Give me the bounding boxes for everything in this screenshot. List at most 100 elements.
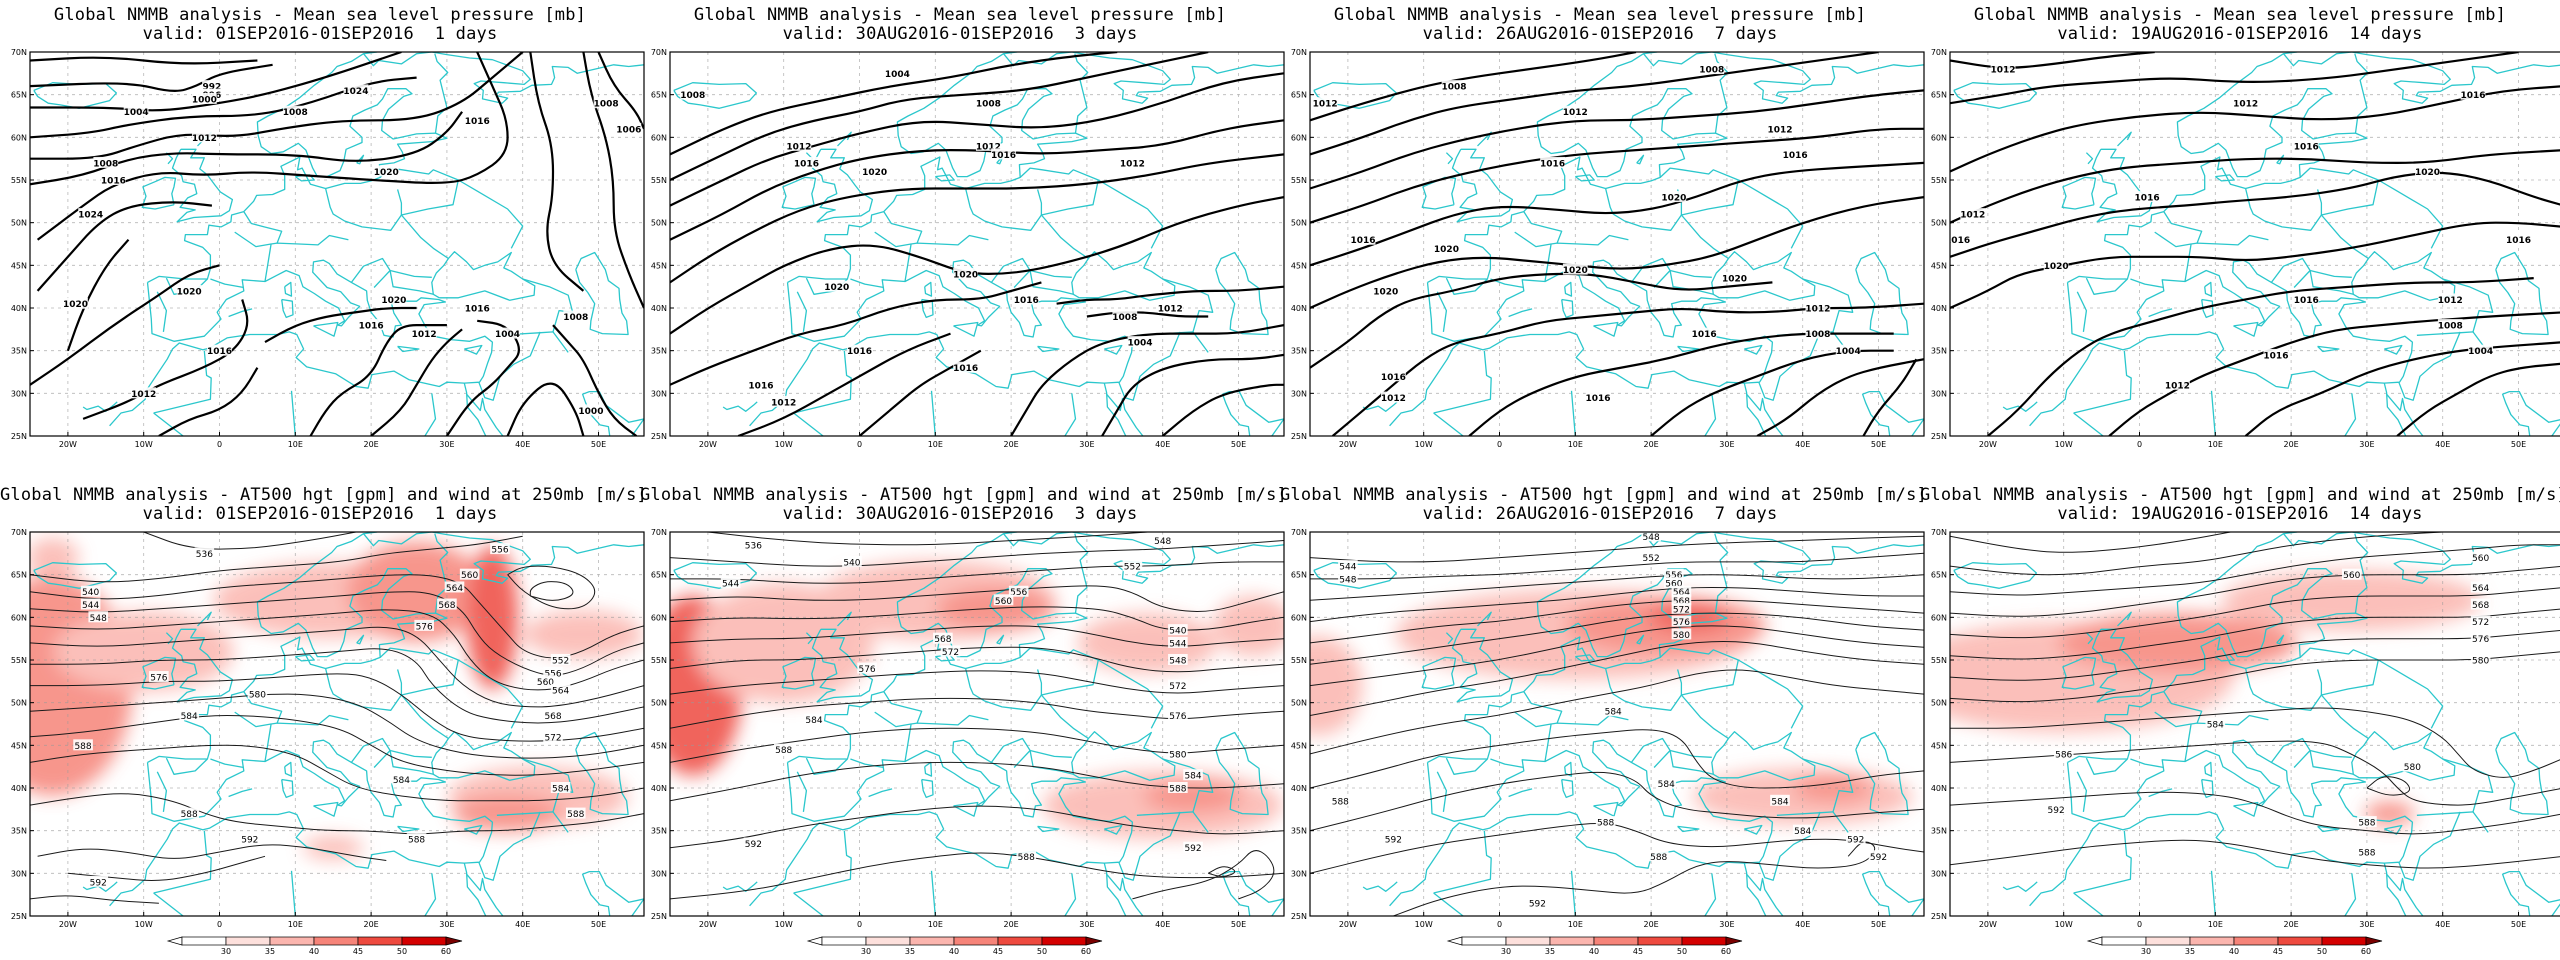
contour-label: 1012 [771, 398, 796, 408]
jet-core [1213, 595, 1284, 656]
coastline [350, 737, 391, 768]
coastline [82, 401, 118, 412]
coastline [362, 532, 432, 547]
lat-tick-label: 35N [11, 827, 27, 836]
map-panel-mslp-7d: Global NMMB analysis - Mean sea level pr… [1280, 0, 1925, 480]
coastline [1523, 691, 1563, 724]
lon-tick-label: 30E [1079, 440, 1094, 449]
coastline [1570, 390, 1577, 436]
colorbar-swatch [2145, 936, 2191, 946]
coastline [109, 259, 494, 427]
coastline [1953, 562, 2038, 589]
coastline [793, 830, 852, 894]
contour-label: 592 [2048, 806, 2065, 816]
lon-tick-label: 10E [2208, 920, 2223, 929]
coastline [1221, 390, 1284, 436]
height-contour [670, 670, 1284, 695]
lat-tick-label: 40N [11, 304, 27, 313]
isobar [1650, 349, 1894, 436]
contour-label: 556 [544, 669, 561, 679]
coastline [1669, 749, 1714, 775]
coastline [1477, 611, 1492, 627]
lat-tick-label: 50N [651, 219, 667, 228]
lon-tick-label: 50E [591, 440, 606, 449]
isobar [1086, 311, 1209, 318]
height-contour [670, 697, 1284, 729]
coastline [934, 174, 955, 182]
colorbar-tick-label: 60 [1721, 947, 1731, 956]
colorbar-swatch [821, 936, 867, 946]
coastline [2317, 345, 2340, 353]
isobar [30, 264, 220, 386]
contour-label: 568 [544, 712, 561, 722]
height-contour [30, 574, 644, 659]
lat-tick-label: 45N [1931, 261, 1947, 270]
contour-label: 992 [203, 83, 222, 93]
contour-label: 592 [1870, 853, 1887, 863]
coastline [33, 562, 118, 589]
height-contour [1207, 866, 1236, 877]
coastline [496, 811, 569, 833]
coastline [2204, 281, 2213, 297]
coastline [2073, 830, 2132, 894]
contour-label: 1008 [1805, 330, 1830, 340]
coastline [2085, 632, 2094, 645]
coastline [781, 176, 817, 210]
coastline [2233, 801, 2259, 817]
height-contour [1310, 625, 1924, 687]
contour-label: 584 [181, 712, 198, 722]
contour-label: 1000 [192, 95, 217, 105]
isobar [2108, 311, 2560, 436]
isobar [1862, 358, 1918, 436]
height-contour [1950, 532, 2443, 576]
isobar [30, 76, 417, 139]
isobar [36, 201, 213, 292]
lon-tick-label: 10E [928, 440, 943, 449]
coastline [1445, 757, 1488, 775]
isobar [1950, 52, 2155, 69]
colorbar-tick-label: 35 [1545, 947, 1555, 956]
isobar [2244, 341, 2560, 436]
isobar [158, 367, 259, 436]
lon-tick-label: 10W [2055, 440, 2073, 449]
contour-label: 572 [1673, 605, 1690, 615]
height-contour [1310, 612, 1924, 665]
isobar [552, 324, 638, 436]
coastline [153, 830, 212, 894]
lat-tick-label: 35N [1291, 827, 1307, 836]
contour-label: 1012 [412, 330, 437, 340]
coastline [2002, 401, 2038, 412]
coastline [1071, 251, 1176, 301]
contour-label: 1020 [2415, 168, 2440, 178]
coastline [2386, 873, 2424, 916]
coastline [2495, 251, 2549, 336]
lat-tick-label: 60N [11, 613, 27, 622]
lat-tick-label: 25N [651, 432, 667, 441]
height-contour [1950, 608, 2560, 660]
coastline [1162, 758, 1214, 813]
lat-tick-label: 30N [11, 389, 27, 398]
lon-tick-label: 0 [2137, 440, 2142, 449]
contour-label: 544 [1169, 639, 1186, 649]
contour-label: 1020 [1661, 194, 1686, 204]
coastline [722, 401, 758, 412]
coastline [2354, 533, 2369, 614]
contour-label: 1012 [192, 134, 217, 144]
coastline [2344, 393, 2357, 436]
lat-tick-label: 65N [1291, 571, 1307, 580]
isobar [1101, 353, 1284, 436]
coastline [2061, 656, 2097, 690]
panel-valid-period: valid: 26AUG2016-01SEP2016 7 days [1422, 504, 1778, 524]
lon-tick-label: 20E [1643, 920, 1658, 929]
map-canvas: 5565365605645685405445485765525565605645… [11, 528, 645, 929]
lat-tick-label: 25N [651, 912, 667, 921]
lon-tick-label: 40E [1795, 920, 1810, 929]
contour-label: 1020 [374, 168, 399, 178]
contour-label: 1020 [2044, 262, 2069, 272]
panel-title: Global NMMB analysis - AT500 hgt [gpm] a… [0, 485, 647, 505]
coastline [2091, 148, 2154, 223]
panel-valid-period: valid: 26AUG2016-01SEP2016 7 days [1422, 24, 1778, 44]
contour-label: 1012 [1120, 159, 1145, 169]
wind-speed-colorbar: 30 35 40 45 50 60 [166, 936, 463, 956]
lat-tick-label: 45N [651, 741, 667, 750]
